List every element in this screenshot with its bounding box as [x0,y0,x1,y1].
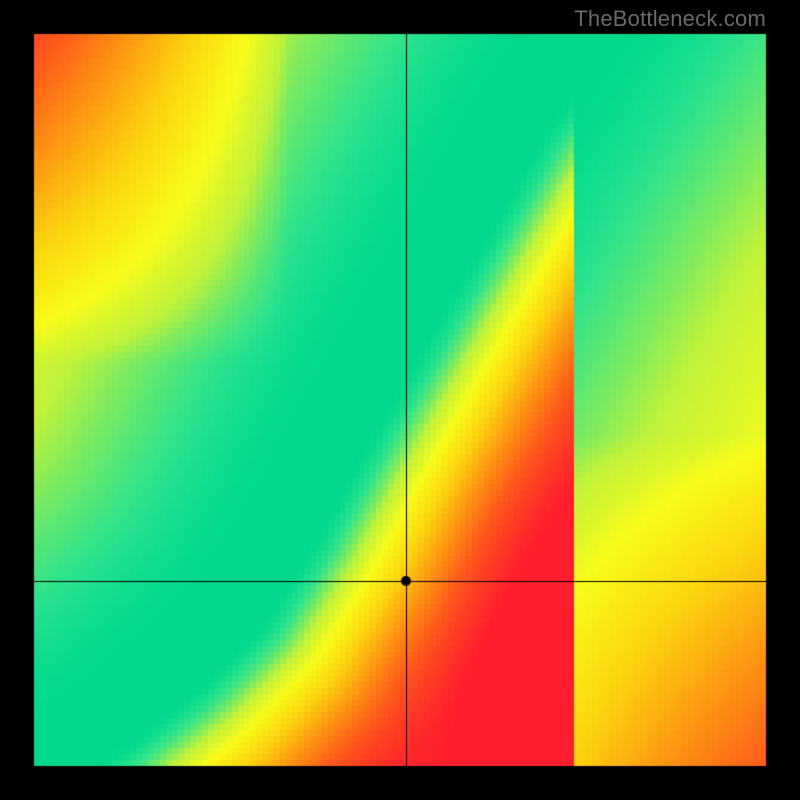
bottleneck-heatmap [0,0,800,800]
chart-container: TheBottleneck.com [0,0,800,800]
watermark-text: TheBottleneck.com [574,6,766,32]
